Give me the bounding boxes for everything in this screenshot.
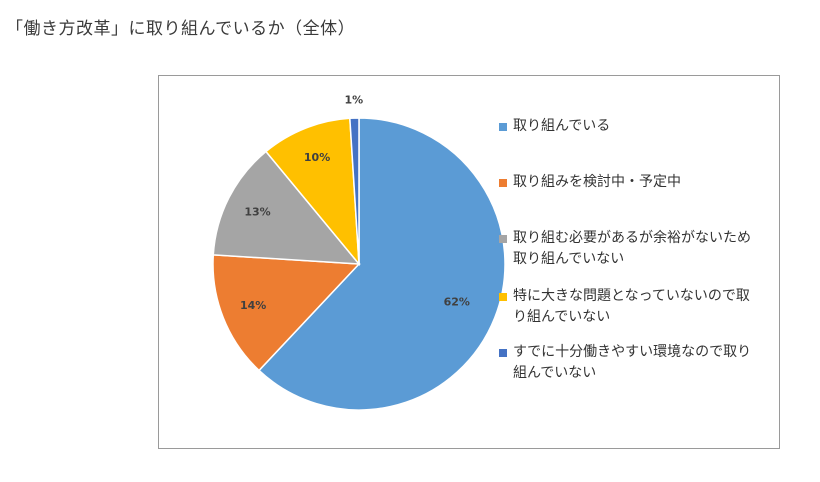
legend-swatch-4 [499,293,507,301]
slice-value-label-1: 62% [444,296,470,309]
pie-slice-5 [349,117,360,265]
legend-label-3: 取り組む必要があるが余裕がないため取り組んでいない [513,230,751,267]
legend-item-5: すでに十分働きやすい環境なので取り組んでいない [499,342,763,384]
slice-value-label-5: 1% [345,94,364,107]
legend-item-2: 取り組みを検討中・予定中 [499,172,763,193]
legend-label-2: 取り組みを検討中・予定中 [513,174,681,190]
legend-label-1: 取り組んでいる [513,118,611,134]
pie-slice-2 [212,254,361,372]
page-title: 「働き方改革」に取り組んでいるか（全体） [6,19,356,39]
pie-slice-3 [212,150,361,265]
pie-chart: 62% 14% 13% 10% 1% [212,94,506,411]
pie-labels: 62% 14% 13% 10% 1% [240,94,470,312]
chart-frame: 62% 14% 13% 10% 1% 取り組んでいる取り組みを検討中・予定中取り組む必要… [158,75,780,449]
pie-slice-1 [257,117,506,411]
slice-value-label-3: 13% [244,205,270,218]
legend-swatch-3 [499,235,507,243]
legend-item-4: 特に大きな問題となっていないので取り組んでいない [499,286,763,328]
legend-item-1: 取り組んでいる [499,116,763,137]
slice-value-label-2: 14% [240,299,266,312]
legend-swatch-2 [499,179,507,187]
legend-label-4: 特に大きな問題となっていないので取り組んでいない [513,288,750,325]
legend-label-5: すでに十分働きやすい環境なので取り組んでいない [513,344,752,381]
pie-slices [212,117,506,411]
legend-swatch-1 [499,123,507,131]
slice-value-label-4: 10% [304,151,330,164]
legend-item-3: 取り組む必要があるが余裕がないため取り組んでいない [499,228,763,270]
pie-slice-4 [264,117,360,267]
legend-swatch-5 [499,349,507,357]
